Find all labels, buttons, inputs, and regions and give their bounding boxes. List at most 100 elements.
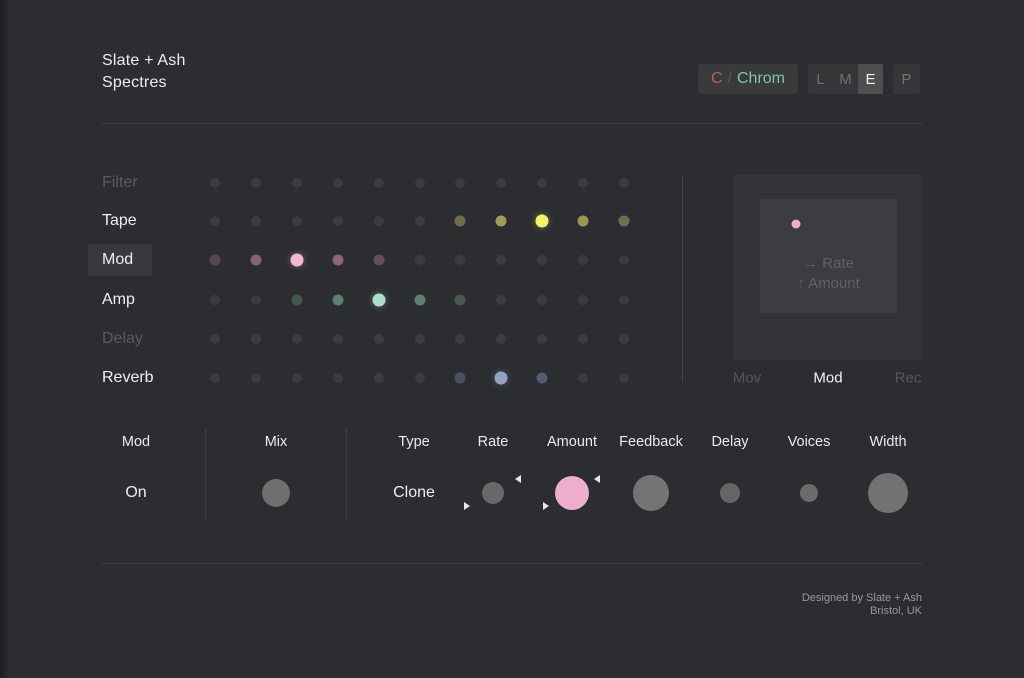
matrix-dot[interactable] [536,372,548,384]
matrix-dot[interactable] [414,216,425,226]
matrix-dot[interactable] [332,254,344,266]
matrix-dot[interactable] [414,178,425,188]
mod-value[interactable]: On [125,484,147,501]
matrix-dot[interactable] [210,216,220,226]
matrix-dot[interactable] [537,334,548,344]
matrix-dot[interactable] [290,253,304,267]
matrix-dot[interactable] [373,334,384,344]
matrix-dot[interactable] [373,373,384,383]
mode-button-m[interactable]: M [839,70,852,88]
matrix-dot[interactable] [210,334,220,344]
matrix-dot[interactable] [250,334,261,344]
control-header-mod: Mod [121,434,151,450]
control-header-delay: Delay [711,434,749,450]
matrix-dot[interactable] [619,295,629,305]
matrix-dot[interactable] [291,373,302,383]
xy-tab-mov[interactable]: Mov [732,369,762,387]
matrix-dot[interactable] [414,255,425,265]
xy-tab-mod[interactable]: Mod [813,369,843,387]
matrix-dot[interactable] [373,178,384,188]
type-value[interactable]: Clone [393,484,435,501]
matrix-dot[interactable] [210,295,220,305]
matrix-dot[interactable] [372,293,386,307]
xy-hint-amount: ↑ Amount [797,275,860,292]
effect-row-label-amp[interactable]: Amp [102,291,135,308]
xy-tab-rec[interactable]: Rec [894,369,922,387]
scale-name: Chrom [737,70,786,87]
matrix-dot[interactable] [454,372,466,384]
delay-knob[interactable] [720,483,740,503]
effect-row-label-reverb[interactable]: Reverb [102,369,154,386]
matrix-dot[interactable] [537,295,548,305]
feedback-knob[interactable] [633,475,669,511]
matrix-dot[interactable] [454,294,466,306]
matrix-dot[interactable] [455,334,466,344]
mode-button-e[interactable]: E [858,64,883,94]
matrix-dot[interactable] [455,255,466,265]
matrix-dot[interactable] [291,178,302,188]
matrix-dot[interactable] [332,294,344,306]
matrix-dot[interactable] [619,178,629,188]
effect-row-label-tape[interactable]: Tape [102,212,137,229]
width-knob[interactable] [868,473,908,513]
matrix-dot[interactable] [414,334,425,344]
matrix-dot[interactable] [373,254,385,266]
matrix-dot[interactable] [578,178,589,188]
matrix-dot[interactable] [537,255,548,265]
matrix-dot[interactable] [291,294,303,306]
matrix-dot[interactable] [291,334,302,344]
amount-knob[interactable] [555,476,589,510]
matrix-dot[interactable] [250,216,261,226]
matrix-dot[interactable] [332,334,343,344]
matrix-dot[interactable] [455,178,466,188]
matrix-dot[interactable] [250,373,261,383]
matrix-dot[interactable] [373,216,384,226]
matrix-dot[interactable] [332,178,343,188]
matrix-dot[interactable] [578,373,589,383]
xy-pad[interactable]: → Rate ↑ Amount [760,199,897,313]
mode-button-l[interactable]: L [816,70,825,88]
matrix-dot[interactable] [618,215,630,227]
preset-button[interactable]: P [893,64,920,94]
key-letter: C [710,70,723,87]
key-scale-button[interactable]: C / Chrom [698,64,798,94]
mix-knob[interactable] [262,479,290,507]
matrix-dot[interactable] [496,334,507,344]
matrix-dot[interactable] [250,295,261,305]
matrix-dot[interactable] [209,254,221,266]
matrix-dot[interactable] [496,255,507,265]
matrix-dot[interactable] [619,334,629,344]
matrix-dot[interactable] [578,295,589,305]
voices-knob[interactable] [800,484,818,502]
matrix-dot[interactable] [250,178,261,188]
matrix-dot[interactable] [250,254,262,266]
matrix-dot[interactable] [414,294,425,306]
matrix-dot[interactable] [496,178,507,188]
matrix-dot[interactable] [454,215,466,227]
matrix-dot[interactable] [537,178,548,188]
effect-row-label-mod[interactable]: Mod [102,251,134,268]
matrix-dot[interactable] [495,215,507,227]
app-title-line2: Spectres [102,74,167,91]
matrix-dot[interactable] [332,373,343,383]
footer-credits: Designed by Slate + Ash Bristol, UK [802,592,922,618]
xy-hint: → Rate ↑ Amount [760,254,897,294]
matrix-dot[interactable] [414,373,425,383]
rate-knob[interactable] [482,482,504,504]
effect-row-label-delay[interactable]: Delay [102,330,143,347]
matrix-dot[interactable] [496,295,507,305]
matrix-dot[interactable] [619,255,629,265]
matrix-dot[interactable] [494,371,508,385]
xy-cursor-dot[interactable] [791,219,801,229]
matrix-dot[interactable] [535,214,549,228]
matrix-dot[interactable] [577,215,589,227]
controls-divider-2 [346,428,347,521]
matrix-dot[interactable] [332,216,343,226]
matrix-dot[interactable] [619,373,629,383]
matrix-dot[interactable] [578,334,589,344]
matrix-dot[interactable] [210,373,220,383]
matrix-dot[interactable] [578,255,589,265]
matrix-dot[interactable] [210,178,220,188]
matrix-dot[interactable] [291,216,302,226]
effect-row-label-filter[interactable]: Filter [102,174,138,191]
